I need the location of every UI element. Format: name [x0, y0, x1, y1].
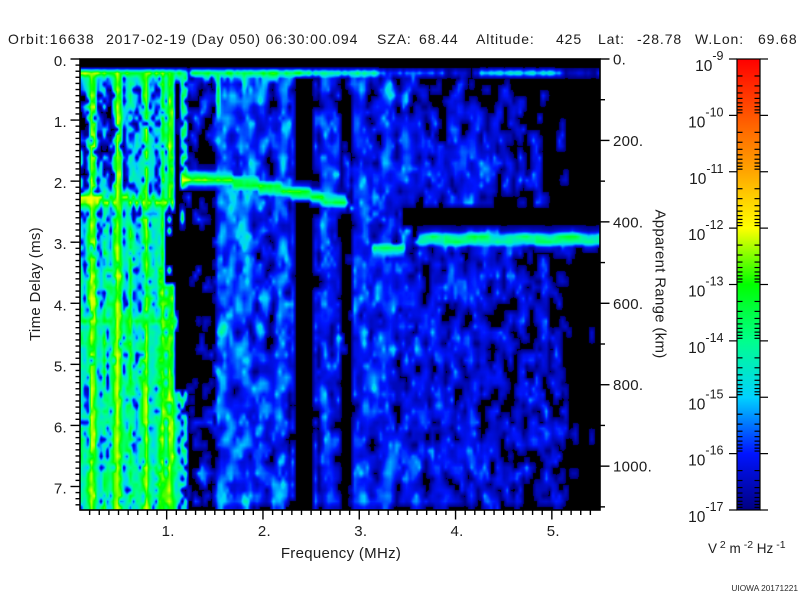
svg-text:4.: 4. — [54, 297, 67, 314]
svg-text:1.: 1. — [162, 523, 175, 540]
svg-text:10-12: 10-12 — [688, 218, 723, 244]
svg-text:Apparent Range (km): Apparent Range (km) — [652, 209, 669, 358]
svg-text:7.: 7. — [54, 480, 67, 497]
svg-text:10-13: 10-13 — [688, 275, 723, 301]
svg-text:0.: 0. — [54, 53, 67, 70]
svg-text:5.: 5. — [547, 523, 560, 540]
svg-text:V 2 m -2 Hz -1: V 2 m -2 Hz -1 — [708, 539, 786, 556]
svg-text:10-15: 10-15 — [688, 387, 723, 413]
svg-text:6.: 6. — [54, 419, 67, 436]
svg-text:0.: 0. — [613, 52, 626, 69]
svg-text:Frequency (MHz): Frequency (MHz) — [281, 545, 401, 562]
svg-text:10-11: 10-11 — [689, 162, 723, 188]
svg-text:1000.: 1000. — [613, 459, 652, 476]
svg-text:5.: 5. — [54, 358, 67, 375]
svg-text:2.: 2. — [54, 175, 67, 192]
svg-text:600.: 600. — [613, 296, 643, 313]
svg-text:1.: 1. — [54, 114, 67, 131]
svg-text:2.: 2. — [258, 523, 271, 540]
svg-text:UIOWA 20171221: UIOWA 20171221 — [731, 583, 798, 593]
svg-text:10-10: 10-10 — [688, 105, 723, 131]
svg-text:10-16: 10-16 — [688, 444, 723, 470]
svg-text:Time Delay (ms): Time Delay (ms) — [27, 227, 44, 341]
svg-text:400.: 400. — [613, 214, 643, 231]
svg-text:3.: 3. — [354, 523, 367, 540]
svg-text:10-17: 10-17 — [688, 500, 723, 526]
svg-text:200.: 200. — [613, 133, 643, 150]
svg-text:4.: 4. — [450, 523, 463, 540]
svg-text:10-14: 10-14 — [688, 331, 723, 357]
svg-text:800.: 800. — [613, 377, 643, 394]
svg-text:10-9: 10-9 — [695, 49, 723, 75]
svg-text:3.: 3. — [54, 236, 67, 253]
